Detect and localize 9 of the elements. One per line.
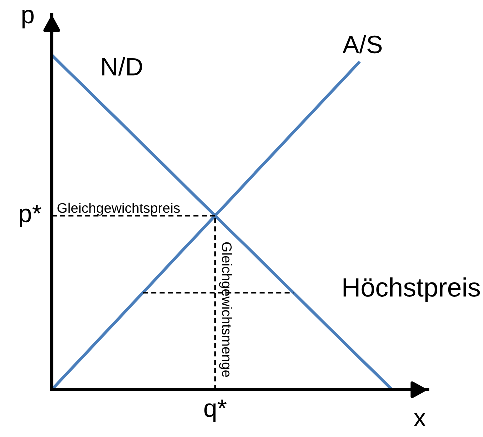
annotation: Gleichgewichtsmenge — [219, 242, 232, 378]
annotation: Gleichgewichtspreis — [58, 202, 180, 216]
series-label: N/D — [102, 58, 142, 76]
ref-line-label: Höchstpreis — [344, 278, 480, 302]
ref-line-label: p* — [20, 205, 42, 228]
x-axis-title: x — [414, 413, 426, 426]
series-label: A/S — [342, 35, 382, 54]
text: q* — [204, 400, 227, 422]
y-axis-title: p — [22, 10, 34, 29]
